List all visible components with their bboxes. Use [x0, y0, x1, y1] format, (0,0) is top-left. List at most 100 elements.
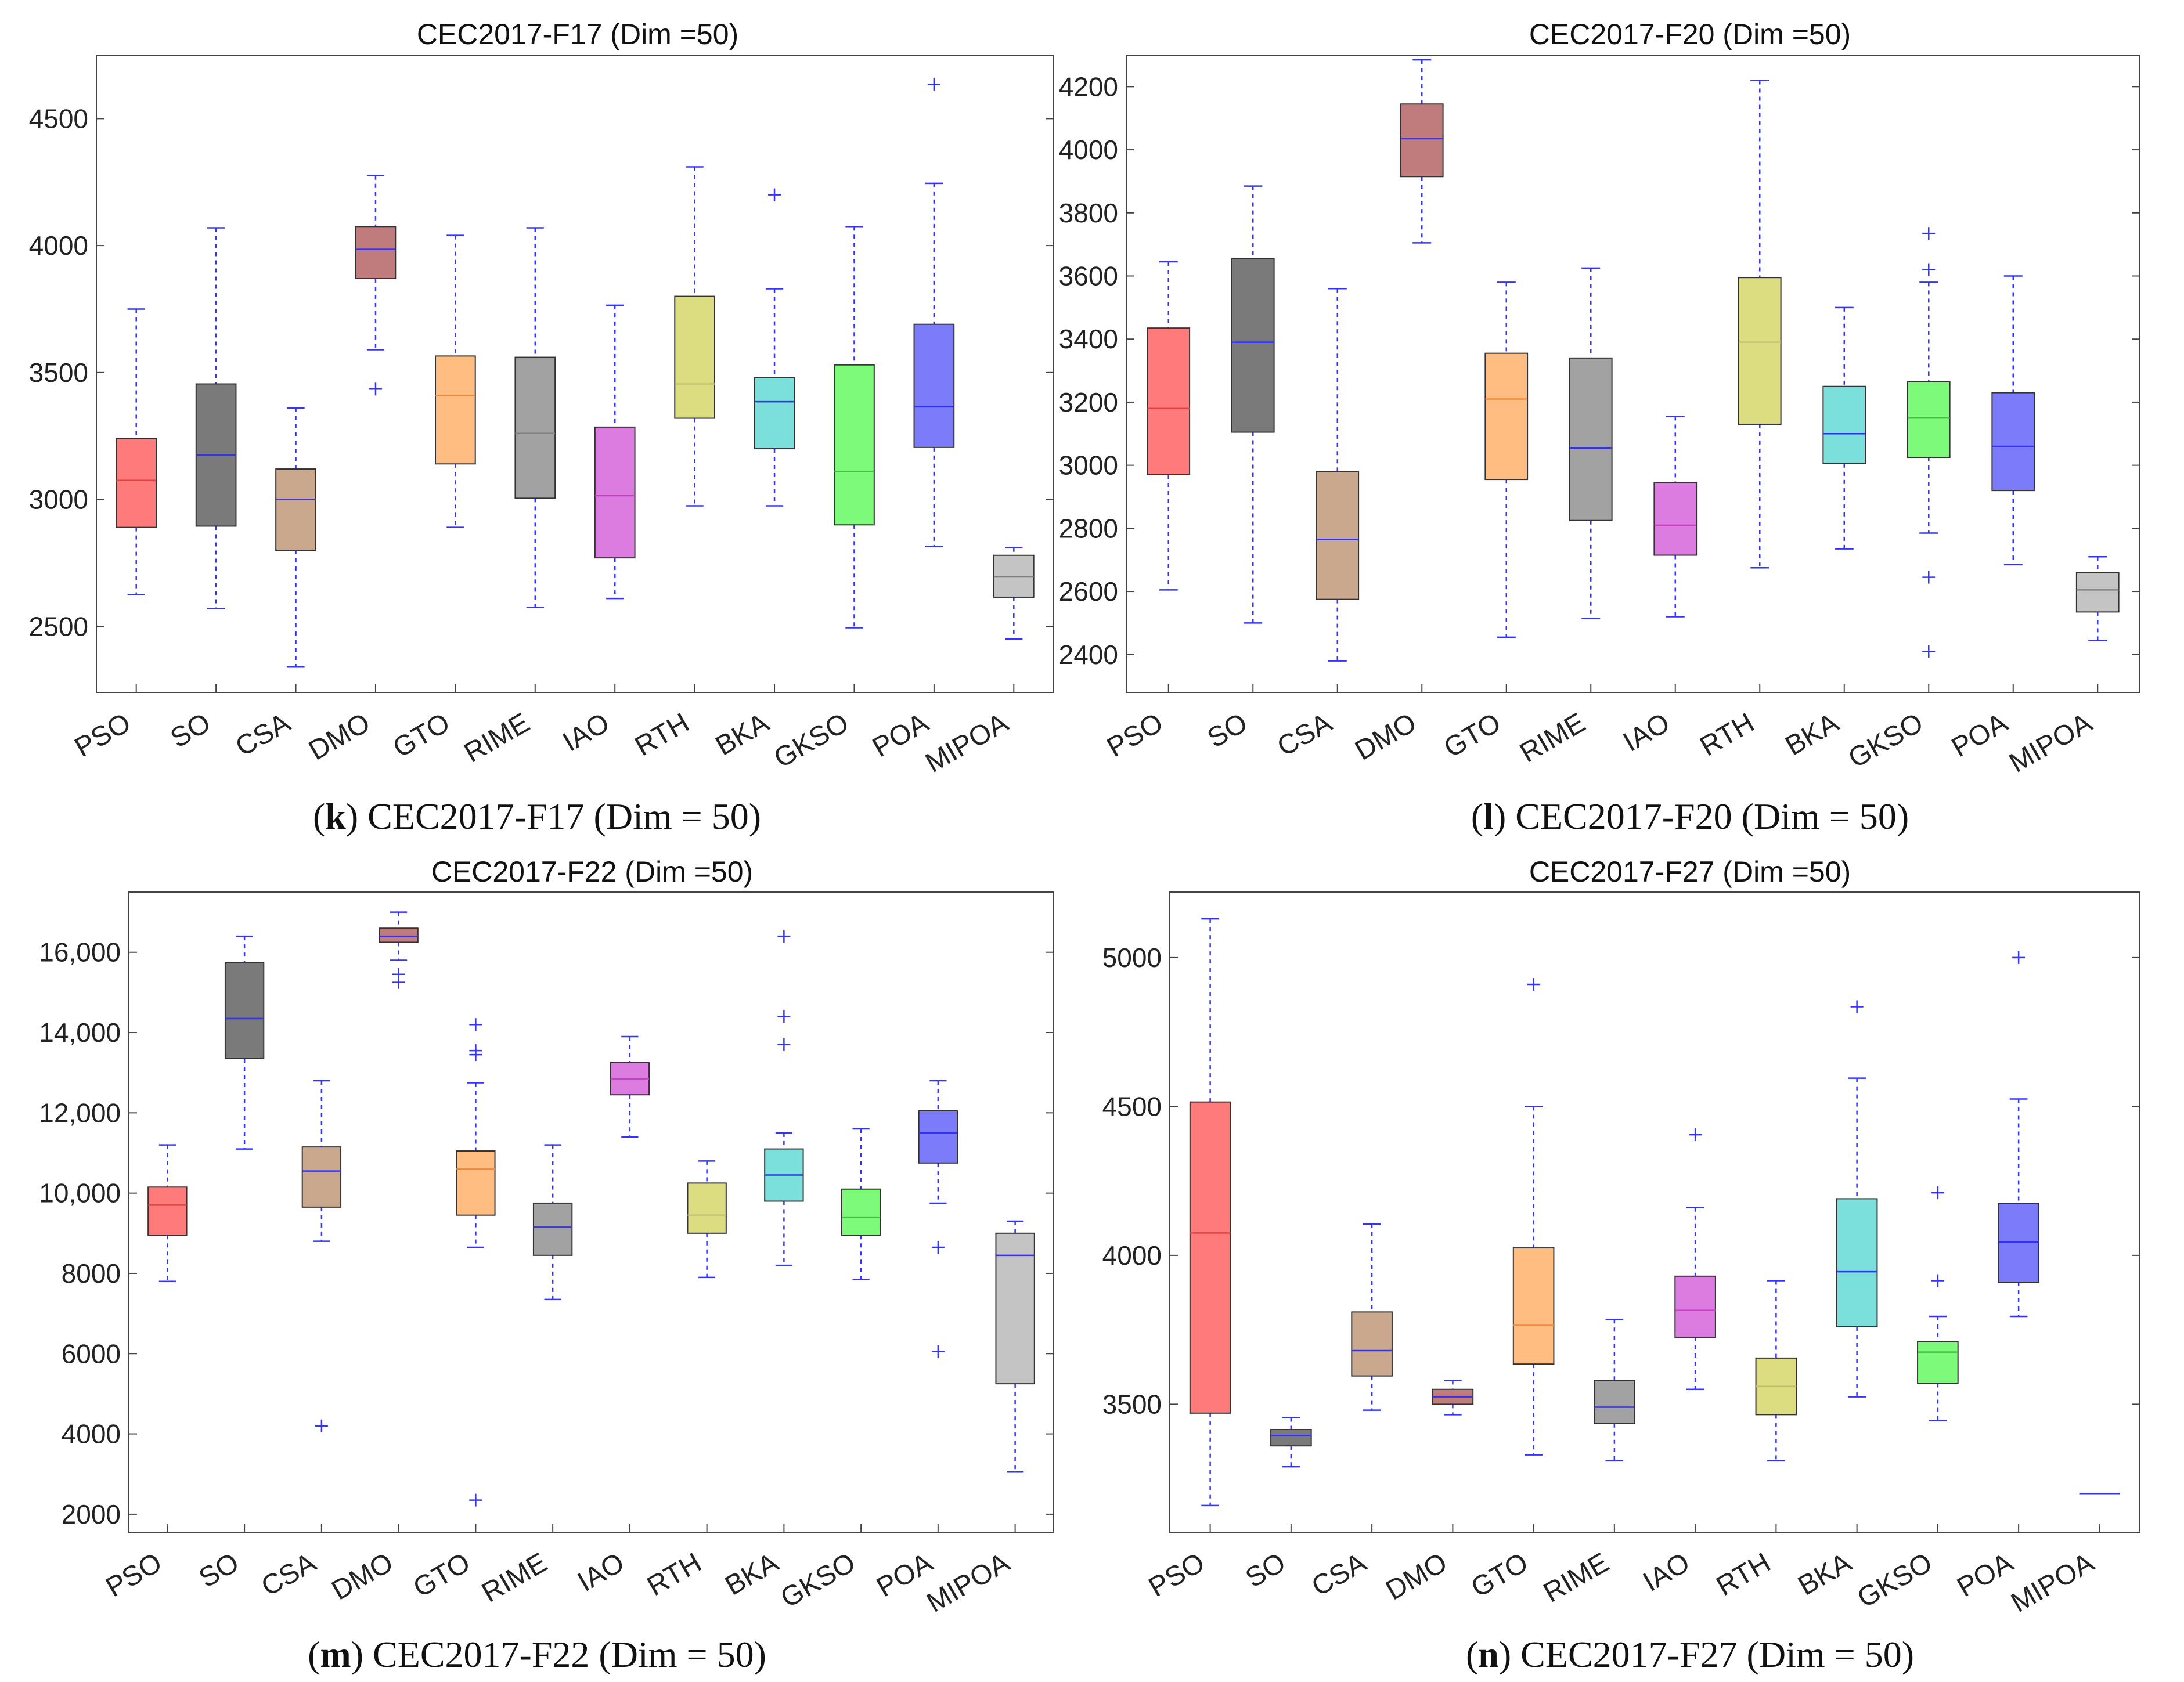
outlier-marker: [2012, 951, 2026, 964]
y-tick-label: 4500: [1102, 1091, 1162, 1121]
outlier-marker: [1931, 1274, 1944, 1287]
y-tick-label: 4000: [1059, 135, 1118, 165]
outlier-marker: [1922, 227, 1936, 240]
axes-frame: [1126, 55, 2140, 693]
box-poa: [918, 1080, 958, 1358]
x-category-label: RIME: [1515, 708, 1590, 769]
boxplot-chart-l: 2400 2600 2800 3000 3200 3400 3600 3800 4000 4200…: [1059, 55, 2140, 779]
box-pso: [116, 308, 157, 595]
iqr-box: [2075, 572, 2120, 613]
box-iao: [1653, 416, 1698, 618]
box-csa: [301, 1080, 342, 1432]
outlier-marker: [392, 968, 405, 981]
box-rth: [687, 1160, 727, 1279]
box-rth: [1755, 1280, 1797, 1462]
x-category-label: PSO: [70, 708, 136, 764]
y-tick-label: 16,000: [39, 937, 121, 968]
panel-k: CEC2017-F17 (Dim =50) 2500 3000 3500 4000 45…: [0, 0, 1092, 841]
y-tick-label: 4000: [29, 230, 88, 261]
box-pso: [1189, 918, 1231, 1507]
panel-caption: (m) CEC2017-F22 (Dim = 50): [308, 1634, 766, 1675]
box-iao: [610, 1035, 650, 1138]
x-category-label: GTO: [388, 708, 455, 764]
box-iao: [594, 304, 636, 600]
y-tick-label: 12,000: [39, 1098, 121, 1128]
iqr-box: [913, 323, 955, 448]
x-category-label: RIME: [1538, 1547, 1614, 1609]
axes-frame: [128, 891, 1054, 1533]
outlier-marker: [469, 1018, 482, 1031]
iqr-box: [1316, 471, 1360, 600]
y-tick-label: 3000: [29, 485, 88, 515]
x-category-label: BKA: [720, 1547, 784, 1602]
box-gto: [435, 234, 476, 528]
iqr-box: [532, 1202, 573, 1256]
x-category-label: DMO: [304, 708, 375, 767]
outlier-marker: [777, 930, 791, 943]
caption-text: CEC2017-F20 (Dim = 50): [1506, 796, 1909, 837]
iqr-box: [1822, 385, 1866, 464]
iqr-box: [379, 927, 419, 943]
y-tick-label: 2000: [62, 1499, 121, 1529]
y-tick-label: 3600: [1059, 261, 1118, 291]
box-poa: [1991, 275, 2035, 566]
iqr-box: [1484, 352, 1529, 481]
x-category-label: RTH: [1711, 1547, 1776, 1602]
box-dmo: [1432, 1380, 1474, 1416]
y-tick-label: 6000: [62, 1338, 121, 1369]
box-rime: [1594, 1318, 1635, 1462]
iqr-box: [1674, 1275, 1716, 1338]
x-category-label: BKA: [1793, 1547, 1857, 1602]
iqr-box: [147, 1186, 188, 1236]
x-category-label: IAO: [1618, 708, 1675, 758]
axes-frame: [96, 55, 1054, 693]
x-category-label: SO: [165, 708, 216, 755]
y-tick-label: 3500: [29, 358, 88, 388]
box-gkso: [1917, 1186, 1959, 1421]
box-poa: [913, 78, 955, 547]
box-rime: [514, 227, 556, 608]
iqr-box: [275, 468, 316, 551]
x-category-label: SO: [194, 1547, 244, 1594]
x-category-label: DMO: [1350, 708, 1421, 767]
iqr-box: [116, 438, 157, 528]
panel-l: CEC2017-F20 (Dim =50) 2400 2600 2800 3000 32…: [1059, 0, 2184, 841]
x-category-label: DMO: [1381, 1547, 1452, 1607]
y-tick-label: 4000: [62, 1419, 121, 1449]
box-gkso: [834, 226, 875, 629]
iqr-box: [594, 426, 636, 559]
x-category-label: GTO: [408, 1547, 475, 1604]
x-category-label: GKSO: [1843, 708, 1929, 774]
box-mipoa: [2075, 556, 2120, 641]
outlier-marker: [315, 1419, 328, 1432]
box-rime: [1569, 267, 1613, 619]
x-category-label: RIME: [459, 708, 535, 769]
box-csa: [1351, 1223, 1393, 1411]
box-dmo: [1400, 59, 1444, 244]
x-category-label: PSO: [1144, 1547, 1210, 1604]
y-tick-label: 8000: [62, 1258, 121, 1288]
x-category-label: CSA: [230, 708, 295, 763]
panel-caption: (l) CEC2017-F20 (Dim = 50): [1471, 796, 1909, 837]
box-pso: [1147, 261, 1191, 591]
x-category-label: BKA: [711, 708, 774, 762]
x-category-label: POA: [1947, 708, 2013, 764]
x-category-label: CSA: [1307, 1547, 1372, 1602]
caption-tag: m: [320, 1634, 351, 1675]
iqr-box: [514, 356, 556, 499]
x-category-label: GTO: [1439, 708, 1506, 764]
outlier-marker: [369, 382, 382, 396]
x-category-label: BKA: [1781, 708, 1844, 762]
iqr-box: [1400, 103, 1444, 178]
iqr-box: [224, 962, 265, 1059]
iqr-box: [301, 1146, 342, 1208]
box-bka: [1836, 1000, 1878, 1398]
x-category-label: IAO: [572, 1547, 629, 1598]
outlier-marker: [1922, 263, 1936, 276]
y-tick-label: 3200: [1059, 387, 1118, 417]
iqr-box: [834, 364, 875, 526]
y-tick-label: 4500: [29, 103, 88, 133]
outlier-marker: [1850, 1000, 1864, 1013]
iqr-box: [1836, 1198, 1878, 1328]
